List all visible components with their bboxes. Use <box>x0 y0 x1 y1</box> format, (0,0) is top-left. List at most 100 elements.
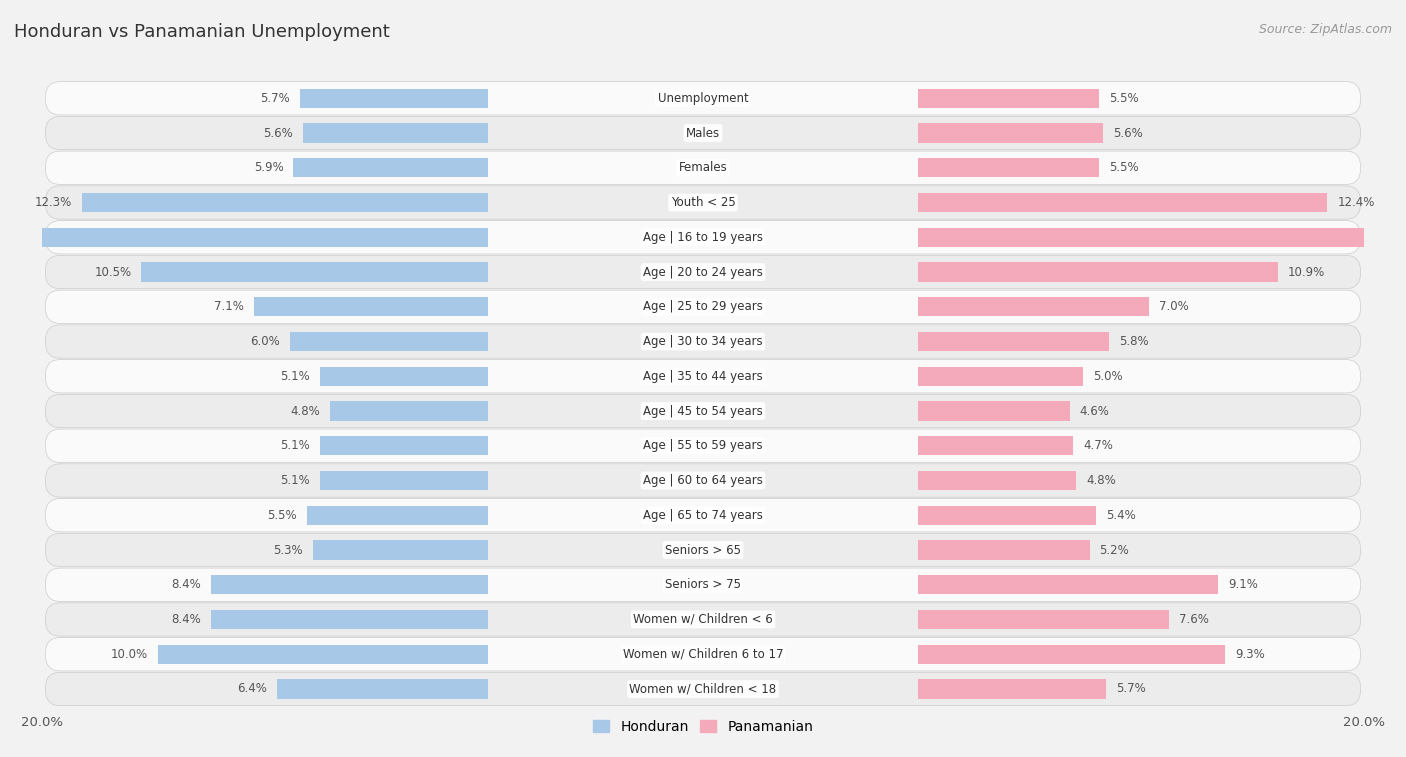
Bar <box>918 575 1219 594</box>
Bar <box>329 401 488 421</box>
Text: 5.1%: 5.1% <box>280 474 309 487</box>
Text: 5.5%: 5.5% <box>1109 161 1139 174</box>
Bar <box>319 436 488 455</box>
Text: 10.9%: 10.9% <box>1288 266 1324 279</box>
Text: Women w/ Children 6 to 17: Women w/ Children 6 to 17 <box>623 648 783 661</box>
FancyBboxPatch shape <box>45 220 1361 254</box>
Bar <box>918 436 1073 455</box>
FancyBboxPatch shape <box>45 464 1361 497</box>
Text: Youth < 25: Youth < 25 <box>671 196 735 209</box>
FancyBboxPatch shape <box>45 255 1361 288</box>
Text: 5.2%: 5.2% <box>1099 544 1129 556</box>
Text: 12.4%: 12.4% <box>1337 196 1375 209</box>
Text: Age | 25 to 29 years: Age | 25 to 29 years <box>643 301 763 313</box>
Text: Age | 35 to 44 years: Age | 35 to 44 years <box>643 369 763 383</box>
Bar <box>299 89 488 107</box>
Text: 8.4%: 8.4% <box>172 578 201 591</box>
Text: 4.8%: 4.8% <box>1087 474 1116 487</box>
FancyBboxPatch shape <box>45 151 1361 185</box>
Text: Age | 16 to 19 years: Age | 16 to 19 years <box>643 231 763 244</box>
Text: 5.6%: 5.6% <box>1112 126 1143 139</box>
Text: Females: Females <box>679 161 727 174</box>
Text: Unemployment: Unemployment <box>658 92 748 104</box>
Bar <box>918 332 1109 351</box>
Text: 5.7%: 5.7% <box>1116 683 1146 696</box>
Text: 5.5%: 5.5% <box>1109 92 1139 104</box>
FancyBboxPatch shape <box>45 82 1361 115</box>
Text: 4.6%: 4.6% <box>1080 404 1109 418</box>
Text: 9.3%: 9.3% <box>1234 648 1265 661</box>
FancyBboxPatch shape <box>45 672 1361 706</box>
FancyBboxPatch shape <box>45 325 1361 358</box>
Text: 4.7%: 4.7% <box>1083 439 1112 452</box>
Bar <box>918 263 1278 282</box>
Legend: Honduran, Panamanian: Honduran, Panamanian <box>586 715 820 740</box>
FancyBboxPatch shape <box>45 117 1361 150</box>
Bar <box>918 298 1149 316</box>
Text: Age | 55 to 59 years: Age | 55 to 59 years <box>643 439 763 452</box>
Bar <box>141 263 488 282</box>
Text: Honduran vs Panamanian Unemployment: Honduran vs Panamanian Unemployment <box>14 23 389 41</box>
Bar <box>253 298 488 316</box>
FancyBboxPatch shape <box>45 186 1361 220</box>
FancyBboxPatch shape <box>45 568 1361 601</box>
Bar <box>918 193 1327 212</box>
Text: Women w/ Children < 18: Women w/ Children < 18 <box>630 683 776 696</box>
Bar <box>918 506 1097 525</box>
Bar <box>277 680 488 699</box>
Text: Seniors > 65: Seniors > 65 <box>665 544 741 556</box>
Bar <box>918 158 1099 177</box>
Bar <box>211 610 488 629</box>
Bar <box>157 645 488 664</box>
FancyBboxPatch shape <box>45 429 1361 463</box>
Text: 10.5%: 10.5% <box>94 266 131 279</box>
Bar <box>0 228 488 247</box>
Bar <box>918 366 1083 386</box>
Text: 7.1%: 7.1% <box>214 301 243 313</box>
Text: 5.0%: 5.0% <box>1092 369 1122 383</box>
Text: 5.7%: 5.7% <box>260 92 290 104</box>
Bar <box>918 401 1070 421</box>
Text: 5.6%: 5.6% <box>263 126 294 139</box>
Text: 5.1%: 5.1% <box>280 439 309 452</box>
Bar <box>319 471 488 490</box>
Bar <box>918 680 1107 699</box>
Text: 10.0%: 10.0% <box>111 648 148 661</box>
Text: Age | 60 to 64 years: Age | 60 to 64 years <box>643 474 763 487</box>
Text: 7.0%: 7.0% <box>1159 301 1188 313</box>
Text: Males: Males <box>686 126 720 139</box>
Bar <box>918 540 1090 559</box>
Bar <box>294 158 488 177</box>
FancyBboxPatch shape <box>45 290 1361 323</box>
Bar <box>918 89 1099 107</box>
Bar <box>918 228 1406 247</box>
Bar <box>307 506 488 525</box>
Text: 7.6%: 7.6% <box>1178 613 1209 626</box>
FancyBboxPatch shape <box>45 603 1361 636</box>
FancyBboxPatch shape <box>45 534 1361 567</box>
Text: Age | 45 to 54 years: Age | 45 to 54 years <box>643 404 763 418</box>
FancyBboxPatch shape <box>45 394 1361 428</box>
Text: Seniors > 75: Seniors > 75 <box>665 578 741 591</box>
FancyBboxPatch shape <box>45 360 1361 393</box>
Bar <box>918 645 1225 664</box>
Text: 5.9%: 5.9% <box>253 161 284 174</box>
Bar <box>319 366 488 386</box>
Text: 8.4%: 8.4% <box>172 613 201 626</box>
FancyBboxPatch shape <box>45 637 1361 671</box>
Text: 4.8%: 4.8% <box>290 404 319 418</box>
Bar <box>304 123 488 142</box>
Bar <box>314 540 488 559</box>
Text: Women w/ Children < 6: Women w/ Children < 6 <box>633 613 773 626</box>
Text: Age | 65 to 74 years: Age | 65 to 74 years <box>643 509 763 522</box>
Bar <box>918 123 1102 142</box>
Text: 6.4%: 6.4% <box>238 683 267 696</box>
Bar <box>918 471 1077 490</box>
Bar <box>82 193 488 212</box>
Text: Age | 30 to 34 years: Age | 30 to 34 years <box>643 335 763 348</box>
Text: Source: ZipAtlas.com: Source: ZipAtlas.com <box>1258 23 1392 36</box>
Text: 5.3%: 5.3% <box>274 544 304 556</box>
Text: 5.1%: 5.1% <box>280 369 309 383</box>
FancyBboxPatch shape <box>45 499 1361 532</box>
Bar <box>290 332 488 351</box>
